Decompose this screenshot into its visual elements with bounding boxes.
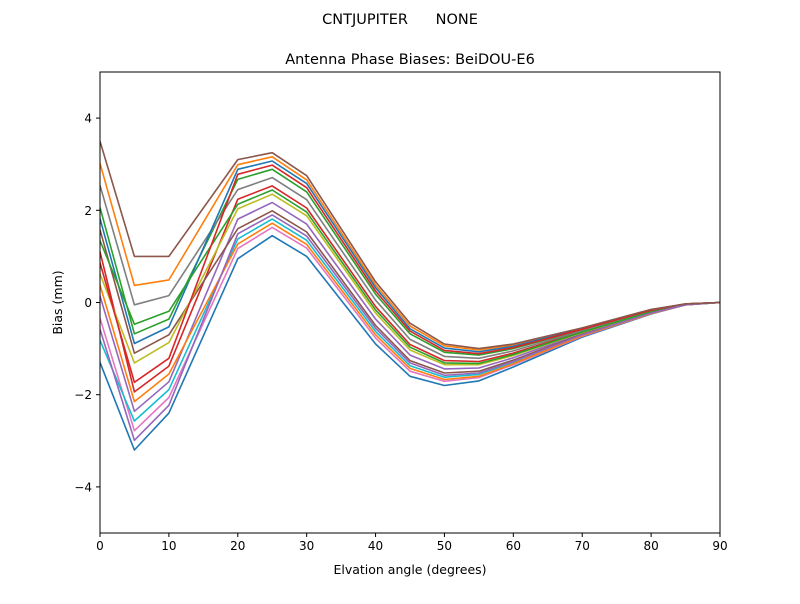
x-tick-label: 40 (368, 539, 383, 553)
x-axis: 0 10 20 30 40 50 60 70 80 90 (96, 533, 728, 553)
x-tick-label: 10 (161, 539, 176, 553)
y-tick-label: −2 (74, 388, 92, 402)
chart-suptitle: CNTJUPITER NONE (322, 12, 478, 28)
y-axis: −4 −2 0 2 4 (74, 112, 100, 494)
series-lines (100, 140, 720, 451)
x-tick-label: 20 (230, 539, 245, 553)
y-tick-label: −4 (74, 480, 92, 494)
chart-title: Antenna Phase Biases: BeiDOU-E6 (285, 52, 535, 68)
x-tick-label: 70 (575, 539, 590, 553)
series-line-15 (100, 214, 720, 442)
x-tick-label: 30 (299, 539, 314, 553)
series-line-13 (100, 189, 720, 365)
series-line-14 (100, 164, 720, 384)
y-axis-label: Bias (mm) (50, 270, 65, 334)
y-tick-label: 2 (84, 204, 92, 218)
x-tick-label: 50 (437, 539, 452, 553)
x-tick-label: 0 (96, 539, 104, 553)
y-tick-label: 0 (84, 296, 92, 310)
x-tick-label: 80 (643, 539, 658, 553)
x-tick-label: 90 (712, 539, 727, 553)
x-axis-label: Elvation angle (degrees) (333, 562, 486, 577)
series-line-16 (100, 140, 720, 350)
x-tick-label: 60 (506, 539, 521, 553)
y-tick-label: 4 (84, 112, 92, 126)
